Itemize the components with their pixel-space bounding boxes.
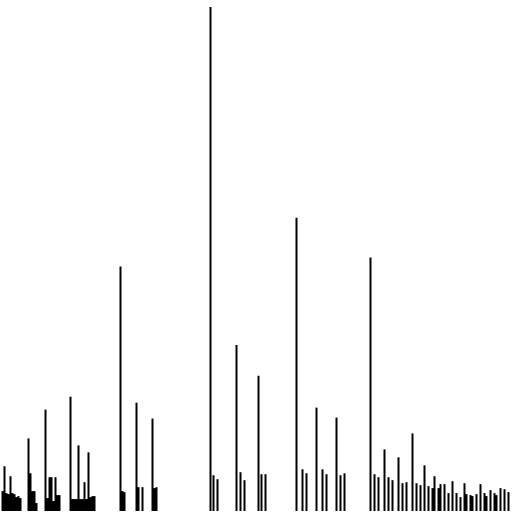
spike-series [1,6,510,511]
